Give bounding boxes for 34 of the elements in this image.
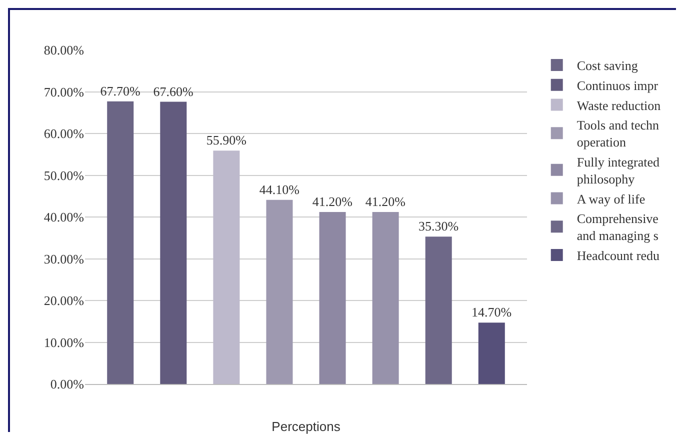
legend-label: Fully integrated philosophy <box>576 154 660 186</box>
legend-label: A way of life <box>576 191 646 206</box>
legend-label: Cost saving <box>576 58 638 74</box>
bar <box>319 212 346 384</box>
y-tick-label: 30.00% <box>44 251 84 266</box>
y-tick-label: 60.00% <box>44 126 84 142</box>
data-label: 35.30% <box>418 218 459 234</box>
y-tick-label: 20.00% <box>44 293 84 308</box>
legend-label: Headcount redu <box>576 248 660 264</box>
data-label: 14.70% <box>472 304 512 320</box>
y-tick-label: 50.00% <box>44 168 84 183</box>
y-tick-label: 70.00% <box>44 84 84 100</box>
y-tick-label: 0.00% <box>50 376 84 392</box>
legend-label: Continuos impr <box>576 78 659 93</box>
data-label: 67.60% <box>153 84 194 99</box>
x-axis-title: Perceptions <box>272 419 341 434</box>
data-label: 67.70% <box>100 83 140 98</box>
legend-label: Tools and techn operation <box>576 118 660 150</box>
y-tick-label: 40.00% <box>44 210 84 225</box>
bar <box>478 322 505 384</box>
data-label: 41.20% <box>365 194 406 209</box>
bar <box>372 212 399 384</box>
legend-label: Comprehensive and managing s <box>576 211 659 244</box>
bar <box>107 101 134 384</box>
y-tick-label: 80.00% <box>44 42 84 58</box>
y-tick-label: 10.00% <box>44 334 84 350</box>
data-label: 44.10% <box>259 182 300 197</box>
legend-label: Waste reduction <box>576 98 662 113</box>
bar <box>266 200 293 384</box>
bar <box>425 236 452 384</box>
bar <box>213 150 240 384</box>
data-label: 41.20% <box>312 194 353 209</box>
data-label: 55.90% <box>206 132 247 148</box>
bar <box>160 102 187 384</box>
